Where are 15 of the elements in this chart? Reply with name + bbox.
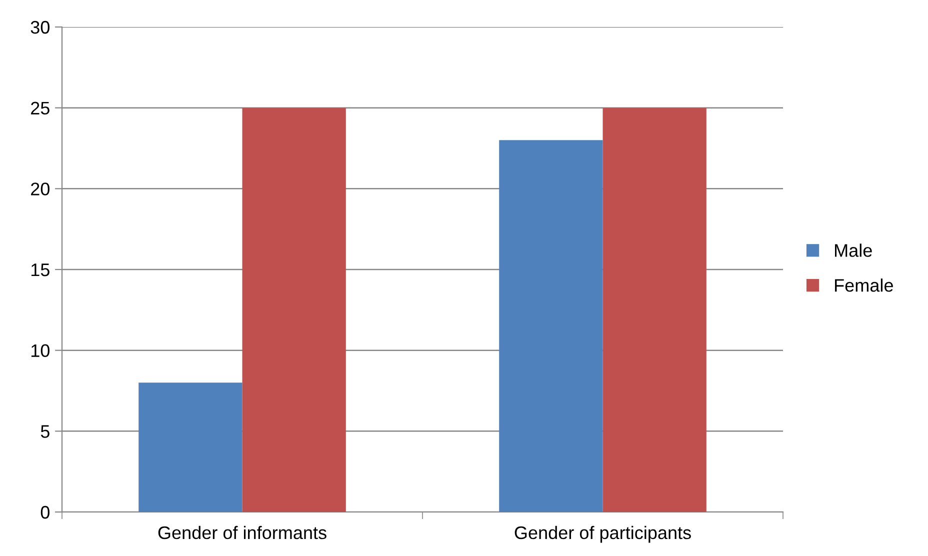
y-tick-label: 30 bbox=[30, 20, 50, 34]
bar bbox=[242, 108, 346, 512]
y-tick-label: 20 bbox=[31, 182, 50, 196]
y-tick-label: 5 bbox=[40, 425, 50, 438]
bar bbox=[602, 108, 706, 512]
bar bbox=[138, 382, 242, 512]
y-tick-label: 25 bbox=[31, 102, 50, 115]
x-tick-label: Gender of participants bbox=[514, 526, 691, 543]
bar bbox=[499, 140, 603, 512]
y-tick-label: 0 bbox=[40, 506, 50, 519]
legend-label: Male bbox=[835, 244, 872, 257]
y-tick-label: 10 bbox=[31, 344, 50, 358]
x-tick-label: Gender of informants bbox=[158, 526, 326, 540]
y-tick-label: 15 bbox=[31, 264, 50, 276]
legend-label: Female bbox=[835, 278, 893, 292]
